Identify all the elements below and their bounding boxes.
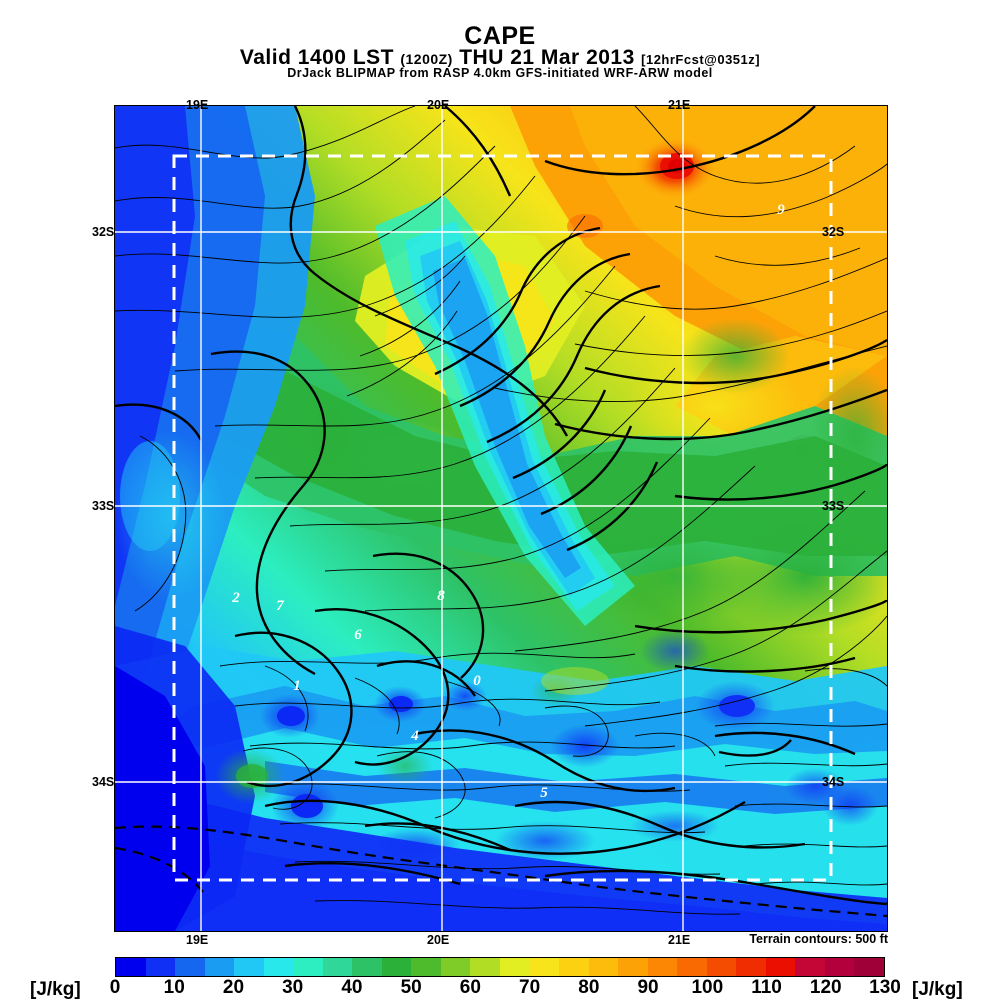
waypoint-label: 5: [540, 785, 548, 801]
colorbar-swatch: [765, 958, 796, 976]
waypoint-layer: 2 7 6 1 8 0 4 5 9: [231, 202, 785, 801]
colorbar-swatch: [352, 958, 382, 976]
waypoint-label: 6: [354, 627, 362, 643]
colorbar[interactable]: 0 10 20 30 40 50 60 70 80 90 100 110 120 130 [J/kg] […: [0, 955, 1000, 1000]
graticule: [115, 106, 887, 931]
colorbar-tick-label: 110: [751, 977, 782, 998]
colorbar-swatch: [706, 958, 737, 976]
lat-label-right-32s: 32S: [822, 225, 845, 239]
lon-label-top-19e: 19E: [186, 98, 209, 112]
forecast-stamp: [12hrFcst@0351z]: [641, 52, 761, 67]
cape-map[interactable]: 2 7 6 1 8 0 4 5 9: [114, 105, 888, 932]
colorbar-swatch: [234, 958, 264, 976]
colorbar-tick-label: 130: [869, 977, 901, 998]
colorbar-swatch: [293, 958, 323, 976]
colorbar-tick-label: 20: [222, 977, 245, 998]
colorbar-tick-label: 50: [400, 977, 422, 998]
lon-label-top-20e: 20E: [427, 98, 450, 112]
page-title: CAPE: [464, 22, 536, 50]
colorbar-swatch: [736, 958, 766, 976]
colorbar-tick-label: 100: [691, 977, 724, 998]
colorbar-swatch: [647, 958, 678, 976]
colorbar-tick-label: 120: [809, 977, 842, 998]
colorbar-swatch: [499, 958, 530, 976]
valid-time-date: THU 21 Mar 2013: [459, 46, 635, 69]
colorbar-ticks: 0 10 20 30 40 50 60 70 80 90 100 110 120 130: [0, 977, 1000, 1001]
colorbar-swatch: [116, 958, 146, 976]
colorbar-tick-label: 30: [282, 977, 304, 998]
colorbar-swatch: [588, 958, 619, 976]
colorbar-swatch: [529, 958, 559, 976]
colorbar-swatches[interactable]: [115, 957, 885, 977]
lon-label-bottom-20e: 20E: [427, 933, 450, 947]
colorbar-swatch: [795, 958, 825, 976]
colorbar-tick-label: 70: [519, 977, 541, 998]
colorbar-swatch: [618, 958, 648, 976]
colorbar-swatch: [263, 958, 294, 976]
colorbar-tick-label: 90: [637, 977, 659, 998]
colorbar-swatch: [824, 958, 855, 976]
valid-time-line: Valid 1400 LST (1200Z) THU 21 Mar 2013 […: [0, 46, 1000, 70]
colorbar-unit-right: [J/kg]: [912, 979, 963, 1000]
colorbar-unit-left: [J/kg]: [30, 979, 81, 1000]
waypoint-label: 1: [293, 678, 301, 694]
waypoint-label: 9: [777, 202, 785, 218]
model-source-line: DrJack BLIPMAP from RASP 4.0km GFS-initi…: [287, 66, 713, 80]
colorbar-swatch: [411, 958, 441, 976]
lat-label-right-33s: 33S: [822, 499, 845, 513]
lat-label-left-32s: 32S: [92, 225, 115, 239]
lon-label-bottom-21e: 21E: [668, 933, 691, 947]
colorbar-tick-label: 80: [578, 977, 600, 998]
lon-label-top-21e: 21E: [668, 98, 691, 112]
subdomain-box: [172, 154, 833, 882]
valid-time-prefix: Valid 1400 LST: [239, 46, 394, 69]
colorbar-tick-label: 40: [341, 977, 363, 998]
lon-label-bottom-19e: 19E: [186, 933, 209, 947]
colorbar-swatch: [381, 958, 412, 976]
lat-label-right-34s: 34S: [822, 775, 845, 789]
waypoint-label: 2: [231, 590, 240, 606]
lat-label-left-33s: 33S: [92, 499, 115, 513]
colorbar-tick-label: 60: [459, 977, 481, 998]
waypoint-label: 0: [473, 673, 481, 689]
colorbar-swatch: [677, 958, 707, 976]
colorbar-swatch: [175, 958, 205, 976]
colorbar-swatch: [204, 958, 235, 976]
colorbar-swatch: [558, 958, 589, 976]
terrain-contour-note: Terrain contours: 500 ft: [749, 932, 888, 946]
colorbar-swatch: [470, 958, 500, 976]
cape-field-svg: 2 7 6 1 8 0 4 5 9: [115, 106, 887, 931]
colorbar-swatch: [440, 958, 471, 976]
colorbar-swatch: [145, 958, 176, 976]
waypoint-label: 4: [410, 728, 419, 744]
colorbar-swatch: [854, 958, 884, 976]
colorbar-swatch: [322, 958, 353, 976]
colorbar-tick-label: 0: [109, 977, 121, 998]
lat-label-left-34s: 34S: [92, 775, 115, 789]
colorbar-tick-label: 10: [163, 977, 185, 998]
valid-time-utc: (1200Z): [400, 51, 453, 67]
waypoint-label: 7: [276, 598, 284, 614]
waypoint-label: 8: [437, 588, 445, 604]
